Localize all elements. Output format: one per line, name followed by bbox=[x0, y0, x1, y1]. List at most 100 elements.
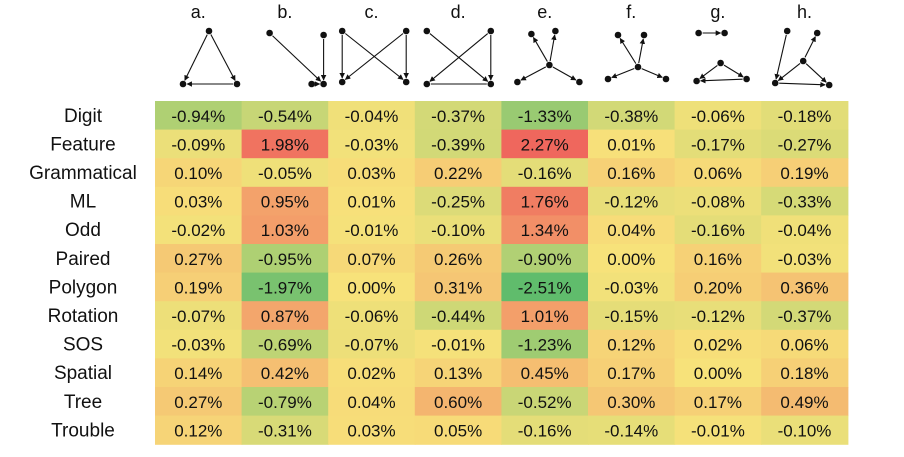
graph-node bbox=[799, 57, 807, 65]
graph-node bbox=[576, 78, 583, 86]
graph-node bbox=[514, 78, 521, 86]
heatmap-cell bbox=[328, 272, 416, 302]
cell-value-label: -0.03% bbox=[778, 250, 832, 269]
heatmap-cell bbox=[761, 272, 849, 302]
cell-value-label: -0.14% bbox=[604, 421, 658, 440]
cell-value-label: -0.44% bbox=[431, 307, 485, 326]
heatmap-cell bbox=[155, 358, 243, 388]
heatmap-cell bbox=[588, 129, 676, 159]
cell-value-label: 1.98% bbox=[261, 135, 309, 154]
cell-value-label: -0.09% bbox=[171, 135, 225, 154]
heatmap-cell bbox=[501, 158, 589, 188]
cell-value-label: 0.00% bbox=[694, 364, 742, 383]
heatmap-cell bbox=[328, 129, 416, 159]
heatmap-cell bbox=[155, 129, 243, 159]
graph-node bbox=[604, 75, 612, 83]
cell-value-label: 1.76% bbox=[521, 193, 569, 212]
cell-value-label: -0.12% bbox=[691, 307, 745, 326]
cell-value-label: 0.14% bbox=[174, 364, 222, 383]
heatmap-cell bbox=[588, 244, 676, 274]
graph-node bbox=[614, 31, 622, 39]
cell-value-label: -0.01% bbox=[431, 336, 485, 355]
graph-edge bbox=[552, 66, 577, 81]
heatmap-cell bbox=[241, 158, 329, 188]
cell-value-label: 0.22% bbox=[434, 164, 482, 183]
heatmap-cell bbox=[414, 272, 502, 302]
heatmap-cell bbox=[501, 129, 589, 159]
cell-value-label: 0.06% bbox=[694, 164, 742, 183]
cell-value-label: -0.07% bbox=[345, 336, 399, 355]
cell-value-label: 0.27% bbox=[174, 393, 222, 412]
heatmap-cell bbox=[414, 158, 502, 188]
row-labels: Digit Feature Grammatical ML Odd Paired Polygo… bbox=[29, 106, 137, 442]
graph-edge bbox=[641, 68, 663, 79]
heatmap-cell bbox=[328, 186, 416, 216]
graph-node bbox=[634, 63, 642, 71]
cell-value-label: -0.16% bbox=[691, 221, 745, 240]
heatmap-cell bbox=[155, 244, 243, 274]
cell-value-label: -0.69% bbox=[258, 336, 312, 355]
heatmap-cell bbox=[674, 129, 762, 159]
cell-value-label: -0.01% bbox=[345, 221, 399, 240]
graph-edge bbox=[777, 63, 801, 81]
cell-value-label: -0.03% bbox=[171, 336, 225, 355]
cell-value-label: 0.19% bbox=[174, 278, 222, 297]
heatmap-cell bbox=[674, 101, 762, 131]
heatmap-cell bbox=[501, 272, 589, 302]
cell-value-label: -0.27% bbox=[778, 135, 832, 154]
cell-value-label: 0.17% bbox=[607, 364, 655, 383]
graph-edge bbox=[700, 77, 743, 84]
graph-edge bbox=[344, 33, 404, 80]
graph-icon bbox=[266, 29, 327, 88]
heatmap-cell bbox=[761, 244, 849, 274]
cell-value-label: -0.52% bbox=[518, 393, 572, 412]
cell-value-label: 2.27% bbox=[521, 135, 569, 154]
graph-edge bbox=[805, 63, 827, 83]
heatmap-cell bbox=[241, 129, 329, 159]
cell-value-label: -0.33% bbox=[778, 193, 832, 212]
graph-node bbox=[423, 27, 431, 35]
heatmap-cell bbox=[674, 158, 762, 188]
cell-value-label: -0.31% bbox=[258, 421, 312, 440]
heatmap-cell bbox=[588, 215, 676, 245]
graph-node bbox=[813, 29, 821, 37]
cell-value-label: 0.31% bbox=[434, 278, 482, 297]
heatmap-cell bbox=[588, 186, 676, 216]
cell-value-label: -0.12% bbox=[604, 193, 658, 212]
graph-icon bbox=[179, 27, 241, 88]
graph-edge bbox=[774, 34, 787, 80]
graph-node bbox=[721, 29, 728, 37]
graph-node bbox=[743, 75, 750, 83]
heatmap-cell bbox=[328, 244, 416, 274]
graph-node bbox=[338, 27, 346, 35]
graph-edge bbox=[549, 34, 557, 62]
heatmap-cell bbox=[414, 215, 502, 245]
graph-node bbox=[640, 31, 648, 39]
cell-value-label: 0.03% bbox=[174, 193, 222, 212]
cell-value-label: 0.01% bbox=[607, 135, 655, 154]
graph-edge bbox=[638, 38, 646, 64]
heatmap-cell bbox=[761, 129, 849, 159]
heatmap-cell bbox=[501, 358, 589, 388]
heatmap-cell bbox=[588, 329, 676, 359]
graph-node bbox=[402, 27, 410, 35]
column-label: a. bbox=[191, 2, 206, 22]
heatmap-cell bbox=[414, 101, 502, 131]
heatmap-cell bbox=[155, 387, 243, 417]
cell-value-label: -0.16% bbox=[518, 164, 572, 183]
column-label: e. bbox=[537, 2, 552, 22]
graph-node bbox=[662, 75, 670, 83]
heatmap-cell bbox=[761, 301, 849, 331]
cell-value-label: 0.10% bbox=[174, 164, 222, 183]
graph-edge bbox=[272, 35, 322, 82]
row-label: Paired bbox=[56, 249, 111, 270]
heatmap-cell bbox=[761, 215, 849, 245]
cell-value-label: 0.60% bbox=[434, 393, 482, 412]
cell-value-label: 0.05% bbox=[434, 421, 482, 440]
graph-edge bbox=[619, 37, 637, 64]
heatmap-cell bbox=[241, 358, 329, 388]
cell-value-label: -0.18% bbox=[778, 107, 832, 126]
cell-value-label: -0.10% bbox=[778, 421, 832, 440]
